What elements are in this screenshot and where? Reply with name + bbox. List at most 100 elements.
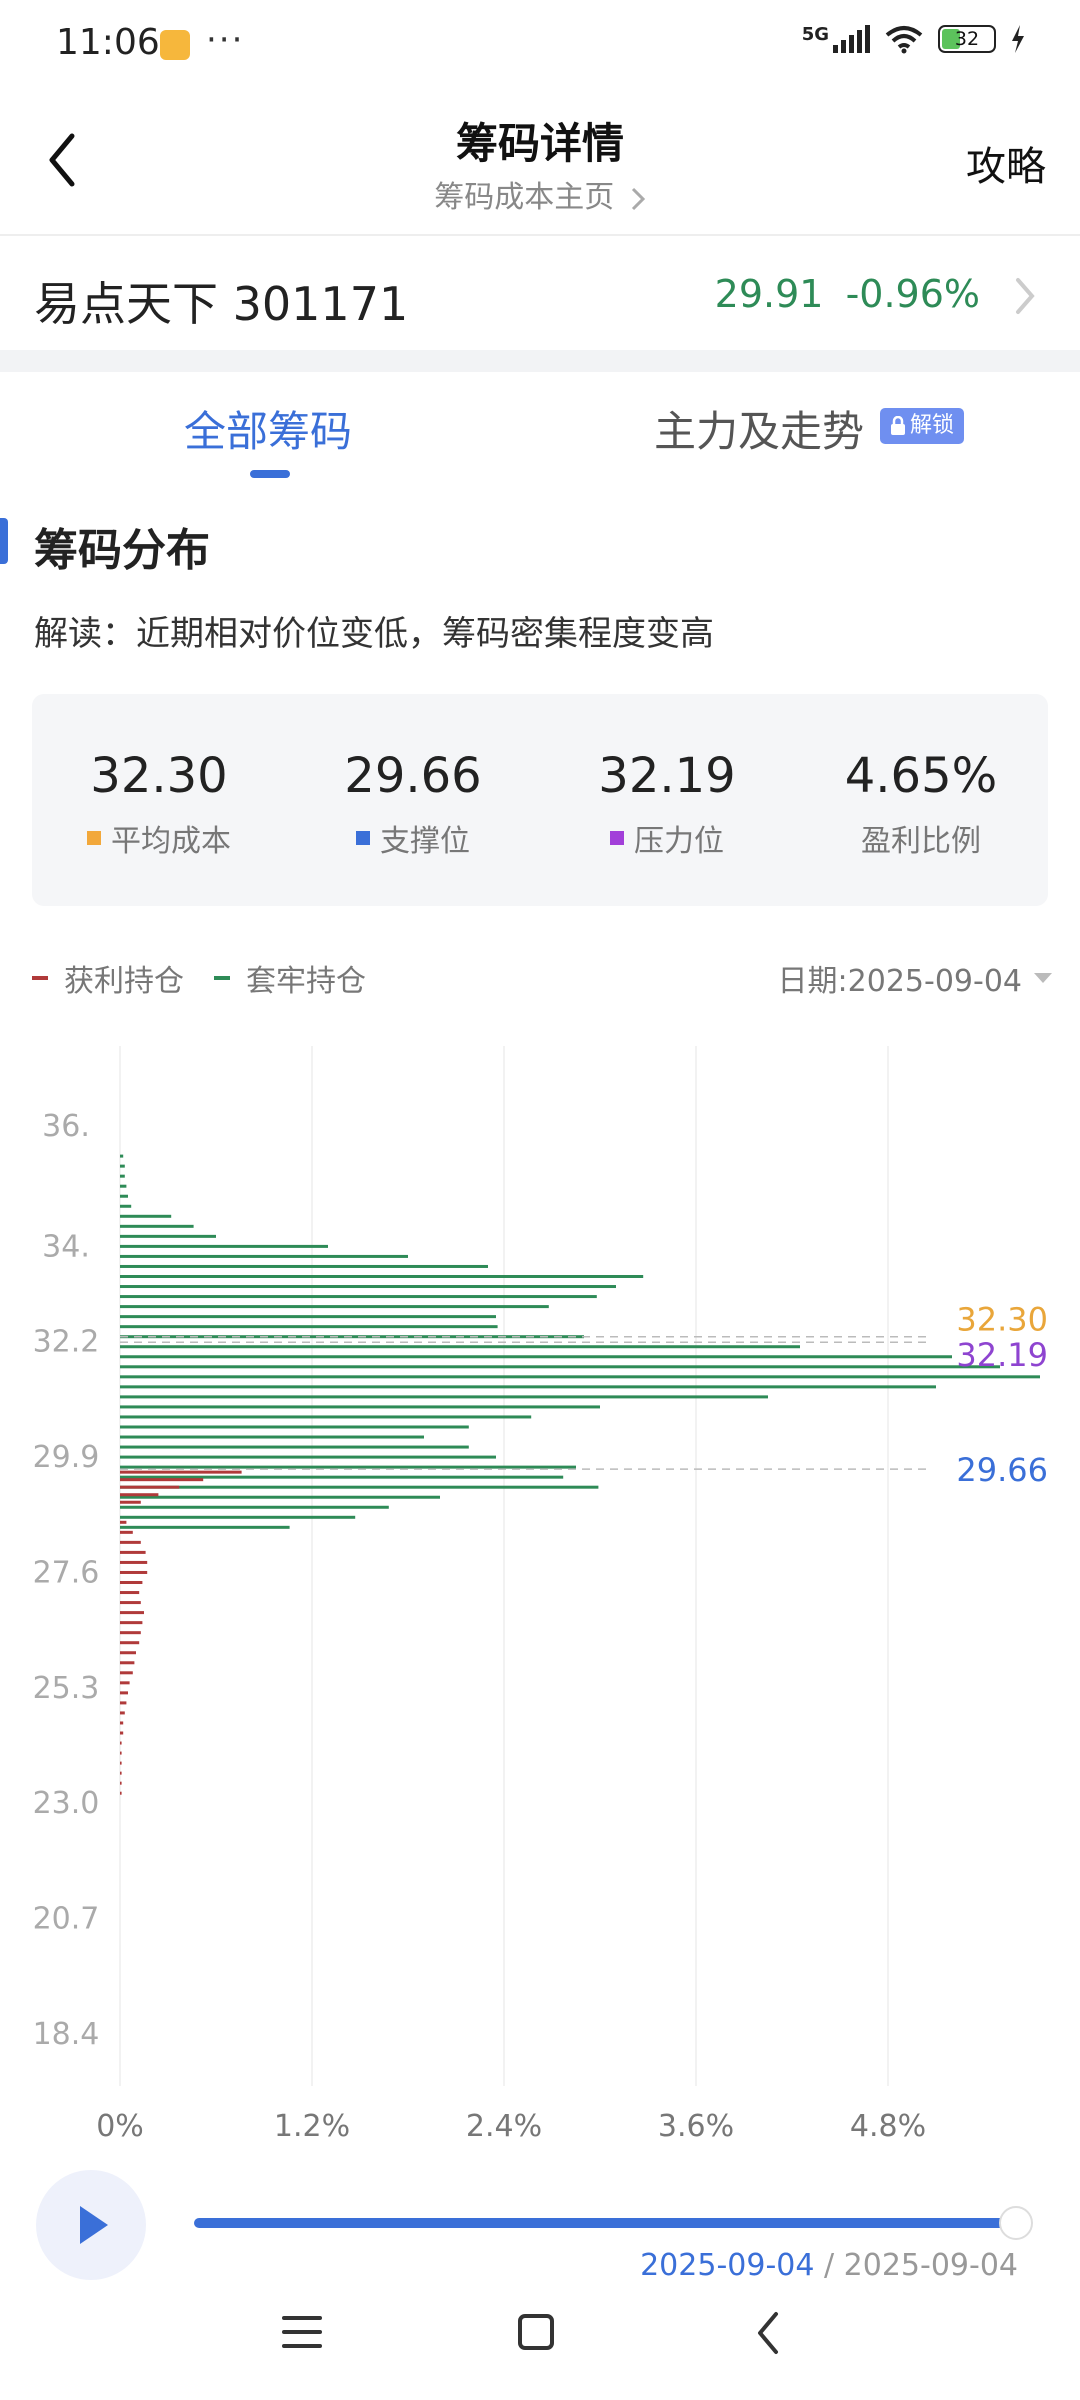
chip-bar	[120, 1651, 136, 1655]
date-selector[interactable]: 日期:2025-09-04	[778, 956, 1052, 1000]
chip-bar	[120, 1591, 140, 1595]
chip-bar	[120, 1601, 141, 1605]
back-arrow-icon[interactable]	[40, 130, 90, 190]
home-icon[interactable]	[518, 2314, 554, 2350]
status-icons: 5G 32	[802, 24, 1026, 54]
support-swatch	[356, 831, 370, 845]
y-tick-label: 25.3	[33, 1671, 100, 1706]
subtitle-label: 筹码成本主页	[434, 180, 615, 215]
chip-bar	[120, 1761, 122, 1765]
unlock-label: 解锁	[910, 413, 955, 438]
chip-bar	[120, 1525, 290, 1529]
y-tick-label: 23.0	[33, 1786, 100, 1821]
x-tick-label: 4.8%	[850, 2109, 926, 2140]
stat-label: 压力位	[634, 824, 724, 859]
marker-label: 29.66	[956, 1451, 1048, 1489]
chip-bar	[120, 1530, 133, 1534]
chip-bar	[120, 1751, 122, 1755]
charging-icon	[1012, 25, 1024, 53]
stock-quote[interactable]: 29.91 -0.96%	[715, 272, 980, 316]
pressure-swatch	[610, 831, 624, 845]
chip-bar	[120, 1570, 148, 1574]
nav-back-icon[interactable]	[752, 2308, 782, 2358]
active-tab-indicator	[250, 470, 290, 478]
chip-bar	[120, 1701, 127, 1705]
chip-bar	[120, 1234, 216, 1238]
unlock-badge[interactable]: 解锁	[880, 408, 965, 444]
stat-label: 支撑位	[380, 824, 470, 859]
stat-profit-ratio: 4.65% 盈利比例	[794, 694, 1048, 906]
trapped-legend-swatch	[214, 976, 230, 980]
timeline-current-date: 2025-09-04	[640, 2248, 815, 2283]
chip-bar	[120, 1500, 141, 1504]
chip-bar	[120, 1520, 127, 1524]
guide-button[interactable]: 攻略	[966, 144, 1046, 190]
play-icon	[80, 2206, 108, 2244]
timeline-slider-handle[interactable]	[999, 2206, 1033, 2240]
status-time: 11:06	[56, 22, 160, 63]
chip-bar	[120, 1385, 936, 1389]
chip-bar	[120, 1540, 141, 1544]
x-tick-label: 0%	[96, 2109, 144, 2140]
chip-bar	[120, 1154, 124, 1158]
x-tick-label: 2.4%	[466, 2109, 542, 2140]
stat-label: 平均成本	[111, 824, 231, 859]
chip-bar	[120, 1315, 496, 1319]
chip-bar	[120, 1671, 133, 1675]
app-notification-icon	[160, 30, 190, 60]
lock-icon	[891, 416, 905, 435]
chip-cost-home-link[interactable]: 筹码成本主页	[0, 172, 1080, 216]
chip-bar	[120, 1495, 440, 1499]
stats-panel: 32.30 平均成本 29.66 支撑位 32.19 压力位 4.65% 盈利比…	[32, 694, 1048, 906]
chip-bar	[120, 1550, 146, 1554]
chip-bar	[120, 1631, 141, 1635]
chevron-right-icon	[631, 187, 645, 210]
menu-icon[interactable]	[282, 2316, 322, 2352]
chip-bar	[120, 1184, 127, 1188]
tab-main-force-trend[interactable]: 主力及走势	[654, 407, 865, 456]
stat-value: 29.66	[344, 748, 482, 804]
stat-pressure: 32.19 压力位	[540, 694, 794, 906]
tab-all-chips[interactable]: 全部筹码	[184, 407, 353, 456]
chip-bar	[120, 1791, 122, 1795]
chip-bar	[120, 1515, 356, 1519]
battery-icon: 32	[938, 25, 996, 53]
trapped-legend-label: 套牢持仓	[246, 964, 366, 999]
header-divider	[0, 234, 1080, 236]
more-notifications-icon: ···	[206, 20, 245, 60]
y-tick-label: 34.	[42, 1229, 90, 1264]
timeline-slider[interactable]	[194, 2218, 1014, 2228]
chip-bar	[120, 1445, 469, 1449]
x-tick-label: 3.6%	[658, 2109, 734, 2140]
chip-bar	[120, 1731, 124, 1735]
signal-icon	[833, 25, 870, 53]
chip-bar	[120, 1244, 328, 1248]
chip-bar	[120, 1164, 125, 1168]
chip-bar	[120, 1224, 194, 1228]
chip-bar	[120, 1465, 576, 1469]
chip-bar	[120, 1455, 496, 1459]
x-tick-label: 1.2%	[274, 2109, 350, 2140]
profit-legend-label: 获利持仓	[64, 964, 184, 999]
chip-bar	[120, 1345, 800, 1349]
y-tick-label: 18.4	[33, 2017, 100, 2052]
chip-distribution-chart: 36. 34. 32.2 29.9 27.6 25.3 23.0 20.7 18.4 32.30…	[33, 1046, 1048, 2140]
chip-bar	[120, 1771, 122, 1775]
interpretation-text: 解读：近期相对价位变低，筹码密集程度变高	[34, 614, 714, 654]
timeline-dates: 2025-09-04 / 2025-09-04	[640, 2248, 1018, 2283]
avg-cost-swatch	[87, 831, 101, 845]
play-button[interactable]	[36, 2170, 146, 2280]
chip-bar	[120, 1415, 532, 1419]
chip-bar	[120, 1505, 389, 1509]
marker-label: 32.19	[956, 1336, 1048, 1374]
chip-bar	[120, 1355, 952, 1359]
chip-bar	[120, 1325, 498, 1329]
stock-name[interactable]: 易点天下 301171	[34, 277, 409, 331]
stock-change: -0.96%	[845, 272, 980, 316]
chevron-right-icon[interactable]	[1010, 274, 1040, 318]
y-tick-label: 36.	[42, 1109, 90, 1144]
chip-bar	[120, 1485, 180, 1489]
chip-bar	[120, 1493, 159, 1497]
chip-bar	[120, 1611, 144, 1615]
chip-bar	[120, 1204, 132, 1208]
